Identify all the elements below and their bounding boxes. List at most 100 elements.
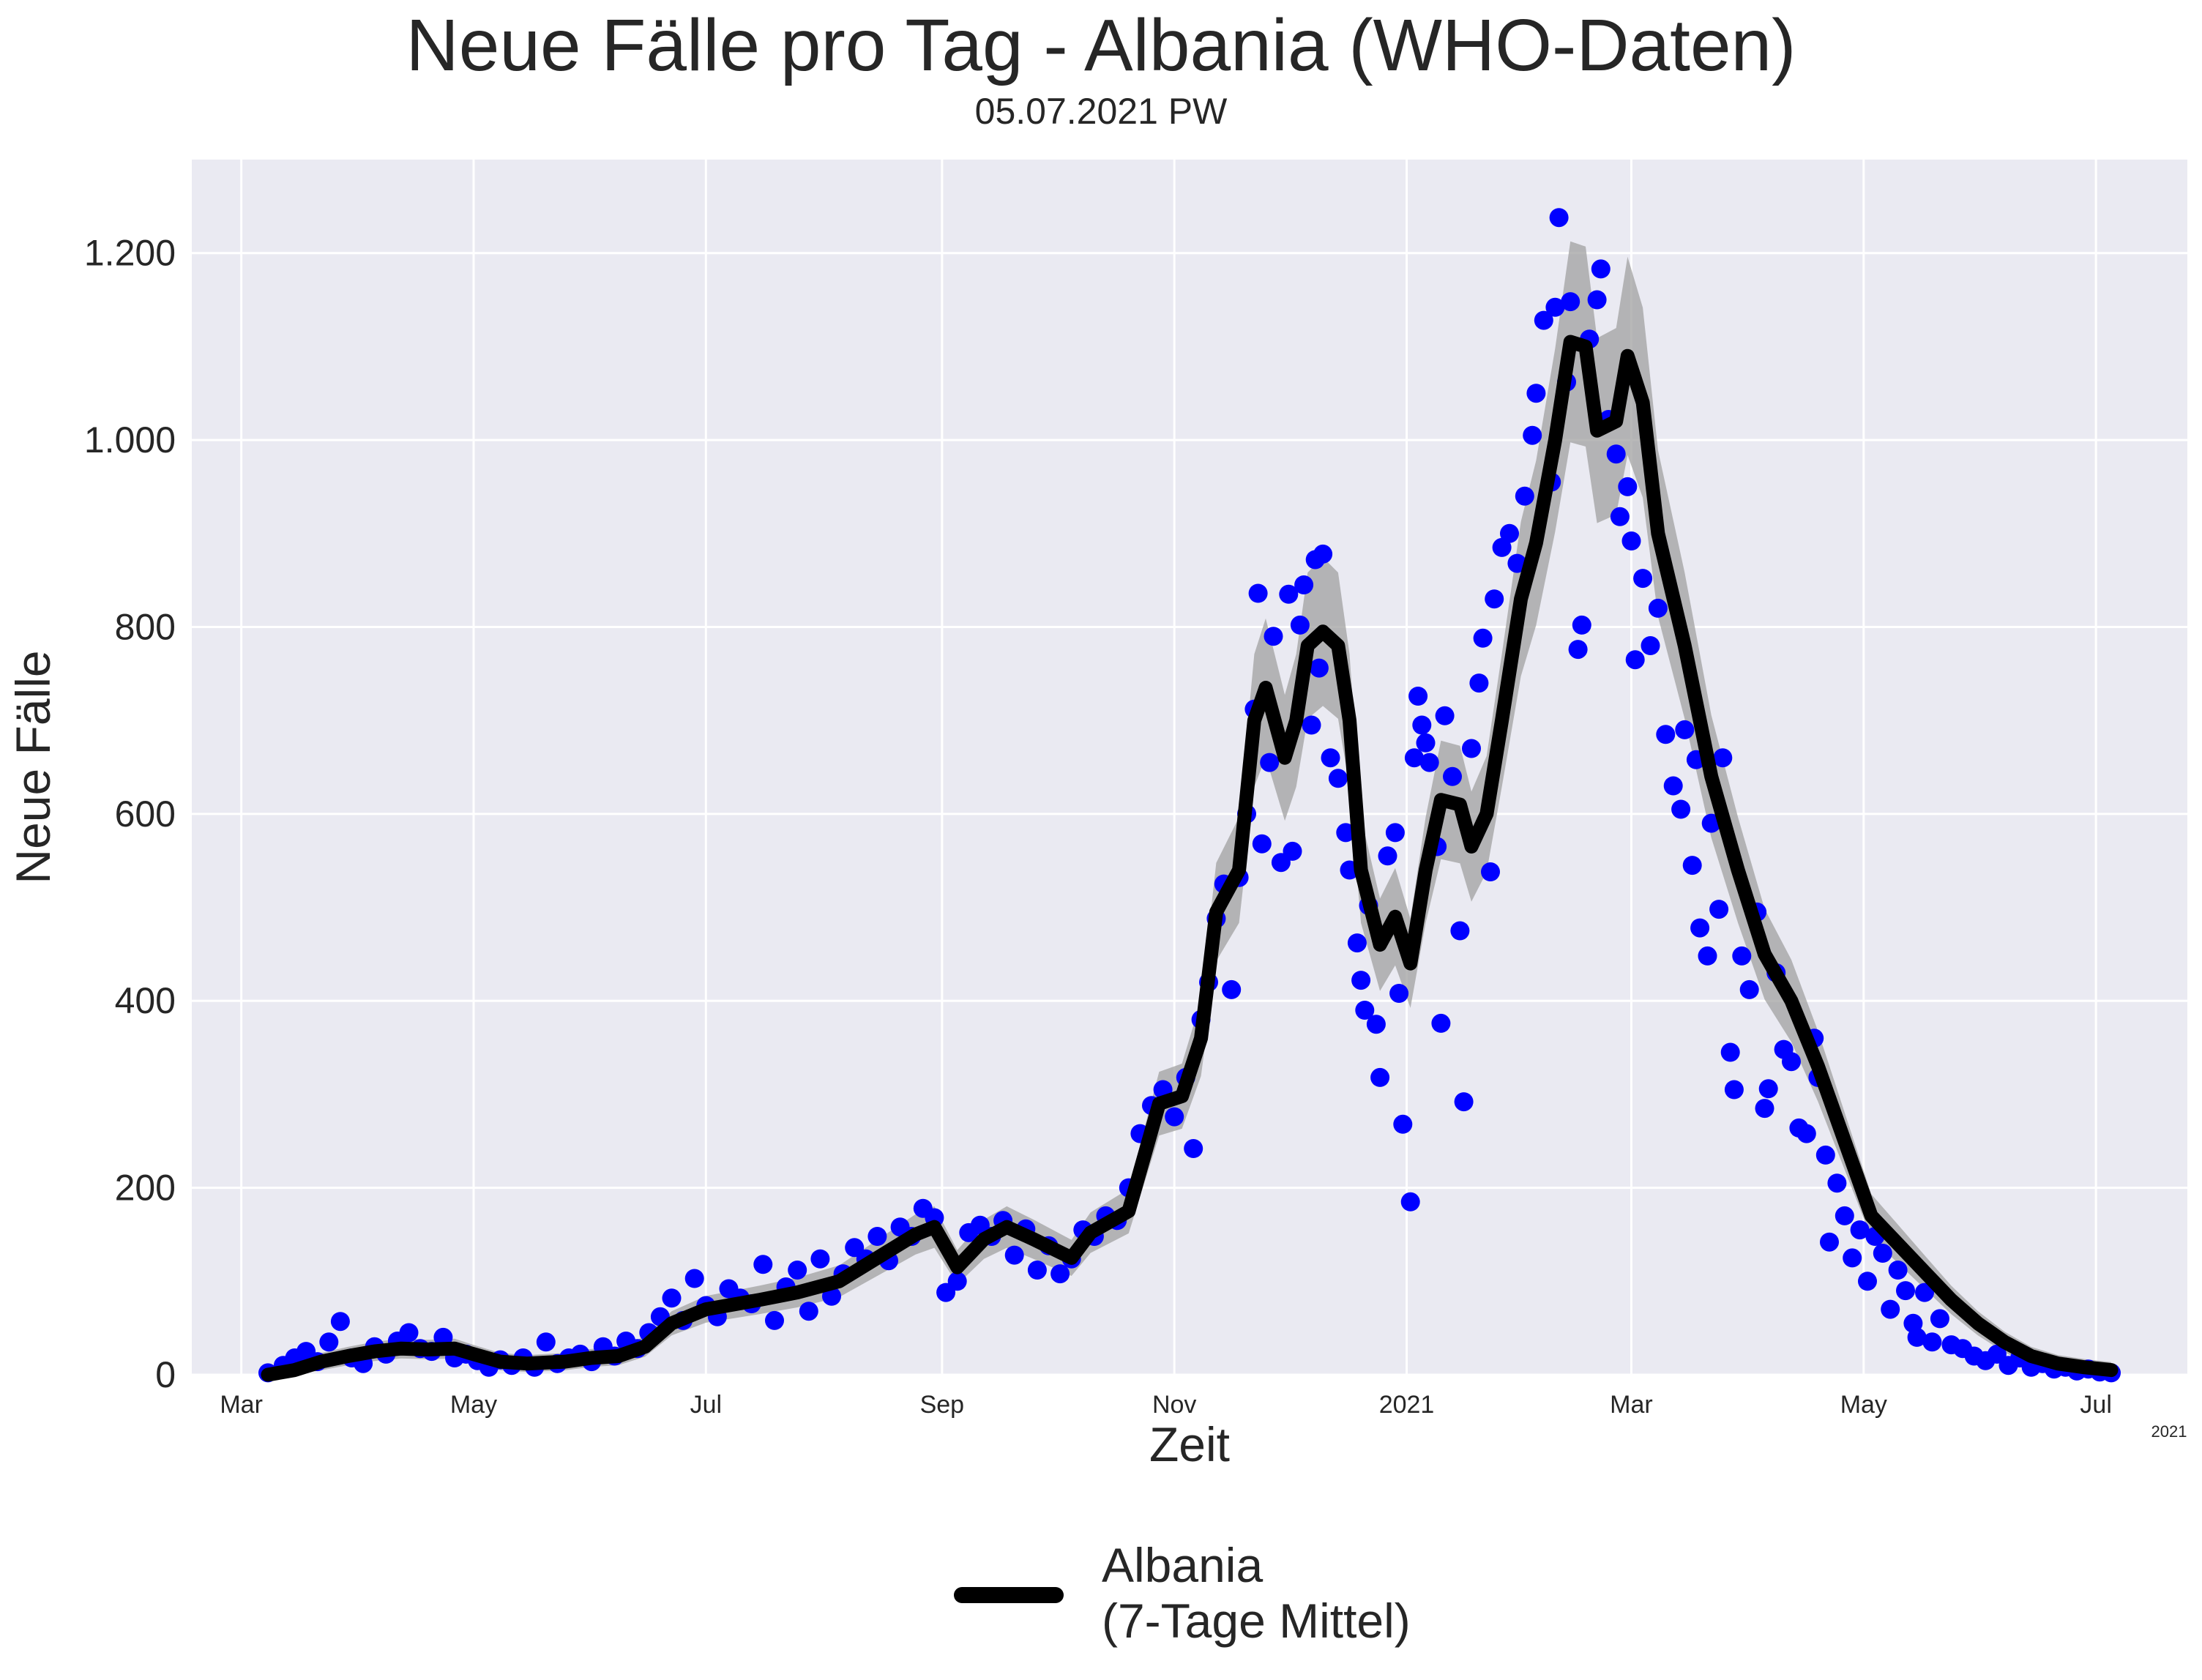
data-point bbox=[1485, 589, 1504, 609]
chart-title: Neue Fälle pro Tag - Albania (WHO-Daten) bbox=[406, 4, 1796, 86]
rolling-mean-line bbox=[261, 335, 2119, 1382]
y-axis-label: Neue Fälle bbox=[6, 650, 60, 884]
data-point bbox=[1523, 425, 1542, 445]
data-point bbox=[1393, 1114, 1413, 1134]
data-point bbox=[1473, 628, 1493, 648]
data-point bbox=[1922, 1332, 1942, 1352]
data-point bbox=[1873, 1244, 1892, 1263]
data-point bbox=[1827, 1173, 1847, 1193]
data-point bbox=[1625, 650, 1645, 670]
x-tick-label: Nov bbox=[1152, 1391, 1196, 1419]
y-tick-label: 800 bbox=[115, 606, 176, 647]
x-offset-label: 2021 bbox=[2151, 1422, 2187, 1441]
data-point bbox=[1435, 706, 1455, 725]
legend: Albania (7-Tage Mittel) bbox=[948, 1537, 1475, 1654]
data-point bbox=[1709, 900, 1729, 919]
x-tick-label: Mar bbox=[220, 1391, 263, 1419]
x-tick-label: 2021 bbox=[1379, 1391, 1435, 1419]
data-point bbox=[1450, 921, 1470, 941]
data-point bbox=[1739, 979, 1759, 999]
data-point bbox=[1896, 1281, 1915, 1301]
data-point bbox=[319, 1332, 339, 1352]
data-point bbox=[1633, 569, 1653, 589]
y-tick-labels: 0 200 400 600 800 1.000 1.200 bbox=[84, 233, 176, 1395]
data-point bbox=[1385, 823, 1405, 843]
y-tick-label: 600 bbox=[115, 794, 176, 835]
data-point bbox=[1915, 1283, 1934, 1302]
data-point bbox=[1549, 208, 1569, 228]
data-point bbox=[867, 1227, 887, 1246]
data-point bbox=[1412, 715, 1432, 735]
data-point bbox=[1648, 598, 1668, 618]
data-point bbox=[1404, 748, 1424, 768]
data-point bbox=[1336, 823, 1356, 843]
mean-line bbox=[261, 335, 2119, 1382]
data-point bbox=[1713, 748, 1733, 768]
data-point bbox=[1443, 766, 1462, 786]
data-point bbox=[1907, 1327, 1927, 1347]
data-point bbox=[1252, 834, 1272, 854]
data-point bbox=[1618, 477, 1638, 496]
data-point bbox=[1351, 971, 1371, 990]
data-point bbox=[1858, 1272, 1877, 1291]
data-point bbox=[1561, 292, 1580, 312]
data-point bbox=[1732, 946, 1752, 966]
data-point bbox=[1264, 627, 1283, 646]
data-point bbox=[1313, 544, 1333, 564]
data-point bbox=[947, 1272, 967, 1291]
data-point bbox=[1930, 1309, 1949, 1329]
y-tick-label: 400 bbox=[115, 980, 176, 1021]
x-tick-label: Jul bbox=[690, 1391, 722, 1419]
data-point bbox=[1641, 636, 1660, 655]
data-point bbox=[684, 1269, 704, 1288]
data-point bbox=[1462, 739, 1481, 758]
data-point bbox=[1671, 799, 1691, 819]
data-point bbox=[1454, 1092, 1474, 1112]
x-tick-label: Sep bbox=[920, 1391, 965, 1419]
y-tick-label: 0 bbox=[155, 1354, 176, 1395]
grid-lines bbox=[192, 160, 2187, 1376]
data-point bbox=[1279, 584, 1299, 604]
data-point bbox=[1050, 1264, 1070, 1284]
data-point bbox=[1184, 1139, 1203, 1158]
data-point bbox=[1309, 658, 1329, 678]
data-point bbox=[1370, 1067, 1390, 1087]
data-point bbox=[1610, 507, 1630, 526]
data-point bbox=[1843, 1248, 1862, 1268]
data-point bbox=[1492, 537, 1512, 557]
data-point bbox=[1389, 984, 1409, 1003]
data-point bbox=[1888, 1261, 1908, 1280]
x-tick-label: Jul bbox=[2080, 1391, 2111, 1419]
data-point bbox=[1408, 687, 1428, 706]
data-point bbox=[1526, 384, 1546, 403]
x-tick-label: Mar bbox=[1610, 1391, 1653, 1419]
data-point bbox=[1481, 862, 1500, 881]
data-point bbox=[1419, 753, 1439, 772]
data-point bbox=[1698, 946, 1717, 966]
data-point bbox=[1820, 1232, 1839, 1252]
data-point bbox=[1507, 553, 1527, 573]
data-point bbox=[1515, 486, 1534, 506]
data-point bbox=[1222, 979, 1242, 999]
data-point bbox=[1724, 1080, 1744, 1100]
chart-subtitle: 05.07.2021 PW bbox=[974, 91, 1228, 132]
data-point bbox=[1758, 1079, 1778, 1099]
data-point bbox=[1328, 769, 1348, 788]
data-point bbox=[765, 1310, 784, 1330]
data-point bbox=[799, 1302, 818, 1321]
data-point bbox=[1321, 748, 1340, 768]
data-point bbox=[1260, 753, 1280, 772]
data-point bbox=[1027, 1261, 1047, 1280]
data-point bbox=[1591, 259, 1611, 279]
data-point bbox=[1347, 933, 1367, 953]
legend-line-swatch bbox=[954, 1587, 1064, 1603]
data-point bbox=[1663, 776, 1683, 796]
data-point bbox=[1606, 444, 1626, 464]
data-point bbox=[1815, 1145, 1835, 1165]
data-point bbox=[1004, 1245, 1024, 1265]
data-point bbox=[662, 1288, 682, 1308]
data-point bbox=[1755, 1099, 1774, 1119]
y-tick-label: 200 bbox=[115, 1168, 176, 1209]
data-point bbox=[1850, 1220, 1870, 1240]
